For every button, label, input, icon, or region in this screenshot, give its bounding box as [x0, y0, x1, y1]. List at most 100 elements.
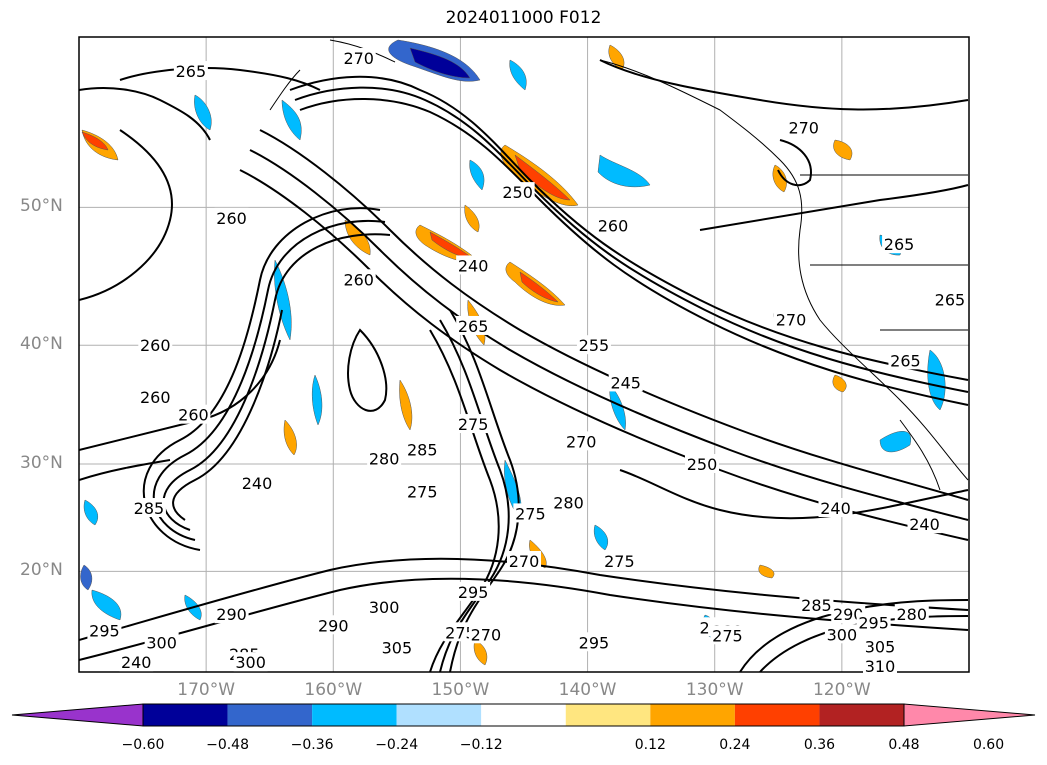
- contour-label: 240: [820, 499, 851, 518]
- contour-label-bg: [774, 309, 808, 329]
- contour-label-bg: [138, 335, 173, 355]
- contour-label: 300: [235, 653, 266, 672]
- contour-label-bg: [818, 498, 853, 518]
- contour-label-bg: [468, 624, 503, 644]
- contour-label: 285: [407, 440, 438, 459]
- contour-label-bg: [576, 632, 611, 652]
- contour-label-bg: [367, 597, 402, 617]
- contour-label-bg: [507, 550, 541, 570]
- contour-label-bg: [564, 431, 599, 451]
- contour-label-bg: [888, 350, 923, 370]
- contour-label-bg: [176, 404, 211, 424]
- map-frame: [78, 36, 970, 673]
- contour-label: 250: [502, 183, 533, 202]
- lon-tick-label: 170°W: [177, 680, 236, 700]
- contour-label: 300: [827, 625, 858, 644]
- contour-label-bg: [456, 414, 491, 434]
- colorbar-extend-high: [903, 703, 1036, 727]
- contour-label: 240: [242, 474, 273, 493]
- contour-label: 255: [579, 336, 610, 355]
- colorbar: [11, 703, 1036, 727]
- colorbar-bin: [481, 704, 566, 726]
- colorbar-bin: [227, 704, 313, 726]
- contour-label: 270: [471, 625, 502, 644]
- contour-label-bg: [405, 481, 440, 501]
- colorbar-tick-label: −0.36: [290, 737, 334, 753]
- contour-label: 300: [146, 633, 177, 652]
- map-frame-bg: [79, 37, 969, 672]
- lon-tick-label: 160°W: [304, 680, 363, 700]
- contour-label-bg: [596, 215, 630, 235]
- colorbar-tick-label: −0.60: [121, 737, 165, 753]
- contour-label: 280: [897, 605, 928, 624]
- contour-label-bg: [214, 604, 249, 624]
- contour-label-bg: [882, 234, 917, 254]
- contour-label: 260: [178, 406, 209, 425]
- gridlines: [79, 37, 969, 672]
- map-plot: 2652702602402502602652552452602602602702…: [78, 36, 970, 676]
- contour-label-bg: [173, 61, 208, 81]
- contour-label-bg: [240, 472, 274, 492]
- contour-label-bg: [144, 632, 179, 652]
- contour-label: 275: [515, 504, 546, 523]
- contour-label: 260: [598, 216, 629, 235]
- contour-label-bg: [685, 454, 719, 474]
- contour-label: 240: [909, 515, 940, 534]
- contour-label-bg: [233, 652, 268, 672]
- contour-label: 270: [788, 119, 819, 138]
- colorbar-tick-label: 0.36: [803, 737, 836, 753]
- contour-label-bg: [456, 315, 491, 335]
- contour-label: 295: [858, 613, 889, 632]
- contour-label: 250: [687, 455, 718, 474]
- contour-label-bg: [87, 620, 122, 640]
- contour-label: 270: [343, 49, 374, 68]
- lat-tick-label: 50°N: [20, 196, 63, 217]
- contour-label: 280: [553, 494, 584, 513]
- contour-label: 265: [935, 291, 966, 310]
- contour-label: 260: [343, 270, 374, 289]
- contour-label-bg: [551, 492, 586, 512]
- contour-label-bg: [710, 625, 745, 645]
- contour-label: 275: [407, 483, 438, 502]
- contour-label: 295: [579, 633, 610, 652]
- contour-label: 300: [369, 598, 400, 617]
- contour-label: 290: [318, 616, 349, 635]
- lon-tick-label: 140°W: [558, 680, 617, 700]
- contour-label: 265: [884, 235, 915, 254]
- colorbar-tick-label: −0.24: [375, 737, 419, 753]
- contour-label-bg: [405, 439, 440, 459]
- contour-label: 270: [566, 432, 597, 451]
- contour-label: 260: [140, 388, 171, 407]
- colorbar-tick-label: 0.12: [634, 737, 666, 753]
- contour-label: 260: [140, 336, 171, 355]
- colorbar-bin: [650, 704, 735, 726]
- contour-lines: [79, 59, 969, 672]
- colorbar-tick-label: 0.48: [888, 737, 920, 753]
- contour-label-bg: [932, 289, 967, 309]
- colorbar-bin: [312, 704, 397, 726]
- contour-label-bg: [341, 269, 376, 289]
- contour-label: 290: [833, 605, 864, 624]
- contour-label-bg: [576, 335, 611, 355]
- contour-label-bg: [131, 498, 166, 518]
- contour-label-bg: [907, 514, 942, 534]
- colorbar-tick-label: 0.60: [972, 737, 1005, 753]
- lat-tick-label: 20°N: [20, 560, 63, 581]
- contour-label-bg: [863, 656, 897, 676]
- colorbar-bin: [143, 704, 228, 726]
- contour-label-bg: [856, 612, 891, 632]
- contour-label: 275: [458, 415, 489, 434]
- contour-label-bg: [824, 624, 859, 644]
- contour-label-bg: [863, 636, 897, 656]
- lon-tick-label: 150°W: [431, 680, 490, 700]
- colorbar-bin: [565, 704, 651, 726]
- colorbar-bin: [734, 704, 820, 726]
- coastlines: [269, 39, 969, 491]
- figure-title: 2024011000 F012: [445, 8, 602, 28]
- contour-label: 275: [604, 552, 635, 571]
- contour-label-bg: [138, 386, 173, 406]
- colorbar-bin: [396, 704, 482, 726]
- contour-label-bg: [786, 117, 821, 137]
- contour-label: 270: [776, 310, 807, 329]
- lon-tick-label: 130°W: [685, 680, 744, 700]
